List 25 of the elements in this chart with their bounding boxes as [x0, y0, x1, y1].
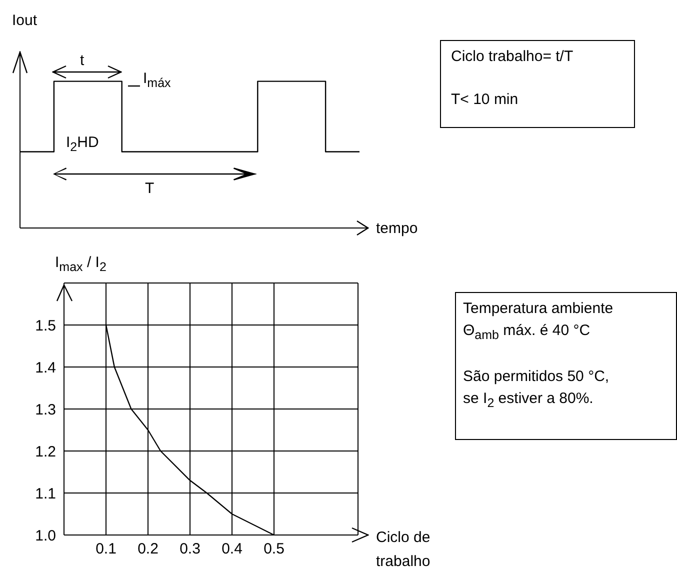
- annotation: I$_{máx}$: [143, 70, 171, 90]
- x-tick-label: 0.4: [222, 540, 242, 558]
- text: Θ$_{amb}$ máx. é 40 °C: [463, 322, 590, 342]
- annotation: T: [145, 180, 154, 197]
- x-axis-title: tempo: [376, 220, 418, 237]
- text: T< 10 min: [451, 91, 518, 108]
- text: t: [80, 52, 84, 69]
- x-tick-label: 0.3: [180, 540, 200, 558]
- x-tick-label: 0.2: [138, 540, 158, 558]
- y-axis-title: I$_{max}$ / I$_{2}$: [55, 254, 106, 274]
- y-tick-label: 1.0: [35, 527, 56, 544]
- text: Temperatura ambiente: [463, 300, 614, 317]
- y-tick-label: 1.3: [35, 401, 56, 418]
- x-tick-label: 0.1: [96, 540, 116, 558]
- y-tick-label: 1.2: [35, 443, 56, 460]
- text: Ciclo trabalho= t/T: [451, 48, 574, 65]
- y-tick-label: 1.4: [35, 359, 56, 376]
- y-axis-title: Iout: [12, 12, 38, 29]
- annotation: I$_{2}$HD: [66, 134, 99, 154]
- y-tick-label: 1.1: [35, 485, 56, 502]
- text: se I$_{2}$ estiver a 80%.: [463, 390, 594, 410]
- text: São permitidos 50 °C,: [463, 368, 610, 385]
- x-tick-label: 0.5: [264, 540, 284, 558]
- y-tick-label: 1.5: [35, 317, 56, 334]
- x-axis-title: Ciclo de trabalho: [376, 529, 430, 570]
